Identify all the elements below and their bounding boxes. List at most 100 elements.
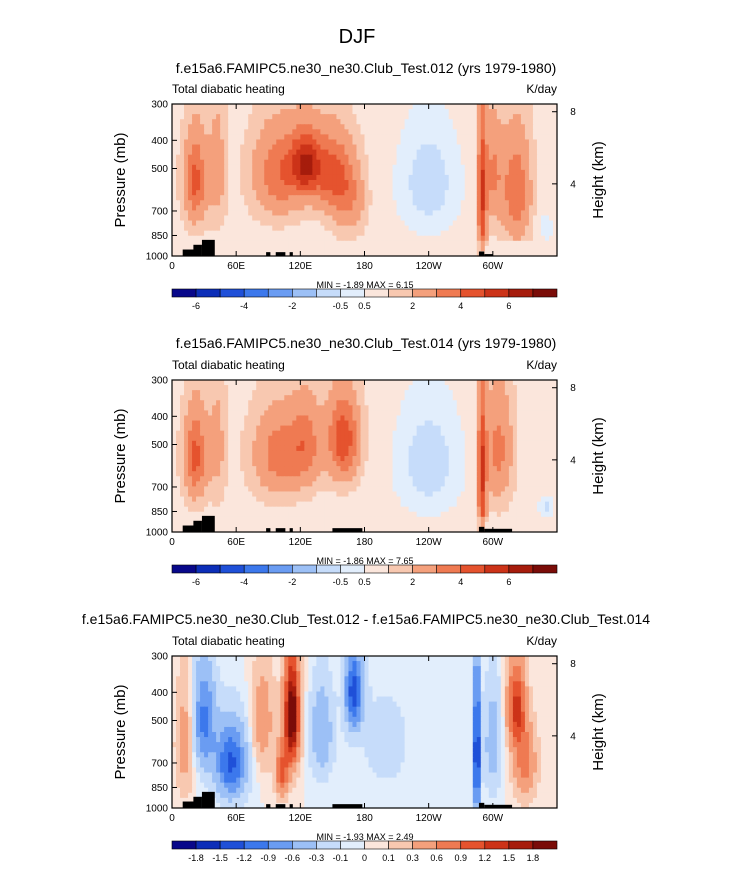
heatmap-cell	[204, 456, 209, 462]
heatmap-cell	[204, 144, 209, 151]
heatmap-cell	[400, 134, 406, 141]
heatmap-cell	[424, 395, 430, 401]
heatmap-cell	[460, 154, 466, 161]
heatmap-cell	[424, 420, 430, 427]
heatmap-cell	[324, 174, 330, 181]
heatmap-cell	[396, 220, 402, 227]
heatmap-cell	[396, 114, 402, 120]
heatmap-cell	[316, 420, 321, 427]
heatmap-cell	[316, 139, 321, 146]
heatmap-cell	[308, 169, 313, 176]
heatmap-cell	[200, 430, 205, 437]
heatmap-cell	[348, 109, 354, 115]
heatmap-cell	[296, 415, 301, 422]
heatmap-cell	[316, 149, 321, 156]
heatmap-cell	[332, 440, 338, 447]
heatmap-cell	[492, 144, 498, 151]
heatmap-cell	[508, 195, 514, 201]
heatmap-cell	[520, 129, 526, 135]
heatmap-cell	[448, 205, 454, 211]
heatmap-cell	[272, 190, 277, 196]
heatmap-cell	[276, 200, 281, 206]
heatmap-cell	[276, 174, 281, 181]
heatmap-cell	[364, 114, 370, 120]
heatmap-cell	[184, 410, 189, 417]
heatmap-cell	[432, 456, 438, 462]
heatmap-cell	[200, 144, 205, 151]
heatmap-cell	[456, 390, 462, 396]
heatmap-cell	[424, 109, 430, 115]
heatmap-cell	[444, 200, 450, 206]
heatmap-cell	[236, 420, 241, 427]
heatmap-cell	[344, 405, 350, 411]
heatmap-cell	[208, 164, 213, 171]
heatmap-cell	[520, 119, 526, 125]
heatmap-cell	[424, 149, 430, 156]
heatmap-cell	[408, 385, 414, 391]
heatmap-cell	[192, 425, 197, 432]
heatmap-cell	[340, 400, 346, 406]
heatmap-cell	[552, 134, 558, 141]
heatmap-cell	[364, 400, 370, 406]
heatmap-cell	[212, 471, 217, 477]
heatmap-cell	[460, 440, 466, 447]
heatmap-cell	[268, 159, 273, 166]
heatmap-cell	[268, 119, 273, 125]
heatmap-cell	[416, 430, 422, 437]
heatmap-cell	[232, 134, 237, 141]
heatmap-cell	[256, 134, 261, 141]
heatmap-cell	[428, 200, 434, 206]
heatmap-cell	[248, 210, 253, 217]
heatmap-cell	[456, 119, 462, 125]
heatmap-cell	[492, 395, 498, 401]
heatmap-cell	[388, 144, 394, 151]
heatmap-cell	[368, 476, 374, 482]
heatmap-cell	[272, 174, 277, 181]
heatmap-cell	[300, 220, 305, 227]
heatmap-cell	[436, 215, 442, 222]
heatmap-cell	[232, 481, 237, 487]
heatmap-cell	[436, 180, 442, 186]
heatmap-cell	[224, 440, 229, 447]
heatmap-cell	[236, 139, 241, 146]
heatmap-cell	[508, 104, 514, 110]
heatmap-cell	[372, 174, 378, 181]
heatmap-cell	[524, 481, 530, 487]
heatmap-cell	[552, 440, 558, 447]
heatmap-cell	[204, 445, 209, 452]
heatmap-cell	[396, 124, 402, 130]
heatmap-cell	[292, 174, 297, 181]
heatmap-cell	[192, 471, 197, 477]
heatmap-cell	[304, 139, 309, 146]
heatmap-cell	[248, 481, 253, 487]
heatmap-cell	[304, 169, 309, 176]
heatmap-cell	[292, 425, 297, 432]
heatmap-cell	[516, 159, 522, 166]
heatmap-cell	[316, 109, 321, 115]
heatmap-cell	[176, 450, 181, 457]
heatmap-cell	[488, 225, 494, 232]
heatmap-cell	[364, 435, 370, 442]
heatmap-cell	[540, 159, 546, 166]
heatmap-cell	[484, 476, 490, 482]
heatmap-cell	[172, 129, 177, 135]
heatmap-cell	[224, 245, 229, 252]
heatmap-cell	[440, 420, 446, 427]
heatmap-cell	[172, 109, 177, 115]
heatmap-cell	[316, 250, 321, 257]
heatmap-cell	[552, 461, 558, 467]
heatmap-cell	[448, 481, 454, 487]
heatmap-cell	[532, 185, 538, 191]
heatmap-cell	[212, 420, 217, 427]
heatmap-cell	[536, 195, 542, 201]
heatmap-cell	[232, 380, 237, 386]
heatmap-cell	[408, 124, 414, 130]
heatmap-cell	[376, 450, 382, 457]
heatmap-cell	[324, 225, 330, 232]
heatmap-cell	[444, 139, 450, 146]
heatmap-cell	[444, 144, 450, 151]
heatmap-cell	[352, 456, 358, 462]
heatmap-cell	[480, 466, 486, 472]
heatmap-cell	[472, 250, 478, 257]
heatmap-cell	[552, 154, 558, 161]
